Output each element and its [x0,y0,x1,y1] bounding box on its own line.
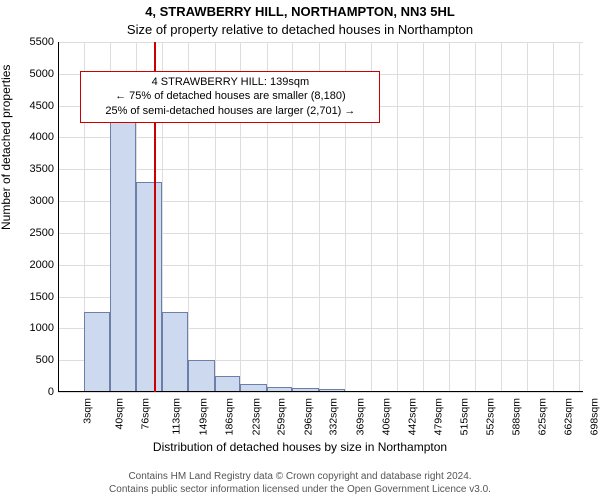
annotation-box: 4 STRAWBERRY HILL: 139sqm← 75% of detach… [80,71,380,124]
x-tick-label: 259sqm [276,398,288,435]
chart-title-line1: 4, STRAWBERRY HILL, NORTHAMPTON, NN3 5HL [0,4,600,19]
grid-line-vertical [475,42,476,392]
x-axis-line [58,391,583,392]
x-tick-label: 479sqm [432,398,444,435]
x-tick-label: 149sqm [197,398,209,435]
y-axis-line [58,42,59,392]
footer-line1: Contains HM Land Registry data © Crown c… [0,471,600,484]
x-tick-label: 223sqm [250,398,262,435]
y-tick-label: 3000 [18,195,54,207]
histogram-bar [136,182,162,392]
x-tick-label: 552sqm [484,398,496,435]
y-tick-label: 2000 [18,259,54,271]
histogram-bar [110,118,136,392]
grid-line-vertical [423,42,424,392]
annotation-line3: 25% of semi-detached houses are larger (… [87,104,373,119]
y-axis-label: Number of detached properties [0,65,13,230]
grid-line-vertical [553,42,554,392]
y-tick-label: 4500 [18,100,54,112]
y-tick-label: 0 [18,386,54,398]
x-tick-label: 186sqm [224,398,236,435]
histogram-bar [84,312,110,392]
x-tick-label: 406sqm [380,398,392,435]
x-tick-label: 40sqm [114,398,126,430]
x-tick-label: 515sqm [458,398,470,435]
y-tick-label: 1000 [18,322,54,334]
y-tick-label: 3500 [18,163,54,175]
chart-title-line2: Size of property relative to detached ho… [0,22,600,37]
y-tick-label: 1500 [18,291,54,303]
y-tick-label: 2500 [18,227,54,239]
x-tick-label: 3sqm [82,398,94,424]
x-tick-label: 662sqm [563,398,575,435]
histogram-bar [215,376,241,392]
annotation-line2: ← 75% of detached houses are smaller (8,… [87,89,373,104]
x-tick-label: 625sqm [536,398,548,435]
x-tick-label: 588sqm [510,398,522,435]
footer-attribution: Contains HM Land Registry data © Crown c… [0,471,600,496]
grid-line-vertical [579,42,580,392]
grid-line-horizontal [58,392,583,393]
y-tick-label: 500 [18,354,54,366]
x-axis-label: Distribution of detached houses by size … [0,440,600,454]
grid-line-vertical [449,42,450,392]
x-tick-label: 76sqm [140,398,152,430]
x-tick-label: 442sqm [406,398,418,435]
annotation-line1: 4 STRAWBERRY HILL: 139sqm [87,75,373,90]
histogram-bar [188,360,214,392]
grid-line-vertical [527,42,528,392]
grid-line-vertical [397,42,398,392]
y-tick-label: 4000 [18,131,54,143]
grid-line-vertical [501,42,502,392]
x-tick-label: 296sqm [302,398,314,435]
x-tick-label: 698sqm [588,398,600,435]
x-tick-label: 113sqm [171,398,183,435]
chart-container: 4, STRAWBERRY HILL, NORTHAMPTON, NN3 5HL… [0,0,600,500]
y-tick-label: 5500 [18,36,54,48]
y-tick-label: 5000 [18,68,54,80]
x-tick-label: 332sqm [328,398,340,435]
footer-line2: Contains public sector information licen… [0,484,600,497]
histogram-bar [162,312,188,392]
x-tick-label: 369sqm [354,398,366,435]
